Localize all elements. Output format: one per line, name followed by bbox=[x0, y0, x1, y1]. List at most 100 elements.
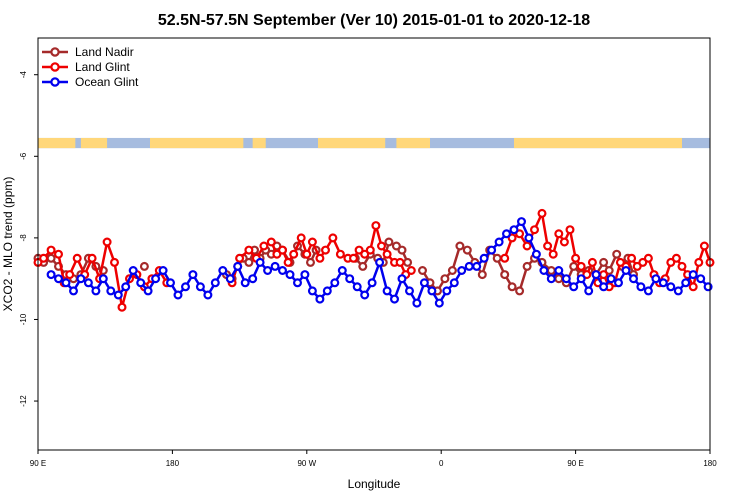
data-point bbox=[259, 241, 269, 251]
data-point bbox=[666, 282, 676, 292]
chart-title: 52.5N-57.5N September (Ver 10) 2015-01-0… bbox=[158, 12, 590, 29]
data-point bbox=[102, 237, 112, 247]
data-point bbox=[307, 237, 317, 247]
data-point bbox=[405, 286, 415, 296]
data-point bbox=[524, 233, 534, 243]
x-tick-label: 180 bbox=[166, 459, 180, 468]
data-point bbox=[218, 266, 228, 276]
data-point bbox=[248, 274, 258, 284]
data-point bbox=[591, 270, 601, 280]
data-point bbox=[53, 274, 63, 284]
data-point bbox=[464, 261, 474, 271]
data-point bbox=[554, 266, 564, 276]
data-point bbox=[677, 261, 687, 271]
data-point bbox=[671, 253, 681, 263]
data-point bbox=[278, 266, 288, 276]
data-point bbox=[345, 274, 355, 284]
data-point bbox=[354, 245, 364, 255]
data-point bbox=[487, 245, 497, 255]
data-point bbox=[406, 266, 416, 276]
data-point bbox=[449, 278, 459, 288]
data-point bbox=[515, 229, 525, 239]
data-point bbox=[696, 274, 706, 284]
x-tick-label: 90 E bbox=[30, 459, 46, 468]
map-land-patch bbox=[150, 137, 244, 149]
data-point bbox=[302, 249, 312, 259]
data-point bbox=[606, 274, 616, 284]
data-point bbox=[427, 286, 437, 296]
data-point bbox=[109, 257, 119, 267]
data-point bbox=[322, 286, 332, 296]
legend-swatch-marker bbox=[50, 47, 60, 57]
data-point bbox=[522, 261, 532, 271]
legend-item: Land Glint bbox=[42, 60, 130, 74]
legend-item: Ocean Glint bbox=[42, 75, 139, 89]
data-point bbox=[628, 274, 638, 284]
data-point bbox=[537, 208, 547, 218]
data-point bbox=[384, 237, 394, 247]
data-point bbox=[181, 282, 191, 292]
data-point bbox=[360, 249, 370, 259]
data-point bbox=[412, 298, 422, 308]
data-point bbox=[462, 245, 472, 255]
data-point bbox=[651, 274, 661, 284]
data-point bbox=[561, 274, 571, 284]
data-point bbox=[173, 290, 183, 300]
data-point bbox=[543, 241, 553, 251]
data-point bbox=[643, 286, 653, 296]
data-point bbox=[613, 278, 623, 288]
data-point bbox=[673, 286, 683, 296]
data-point bbox=[113, 290, 123, 300]
data-point bbox=[46, 245, 56, 255]
data-point bbox=[65, 270, 75, 280]
data-point bbox=[337, 266, 347, 276]
data-point bbox=[283, 257, 293, 267]
data-point bbox=[582, 270, 592, 280]
data-point bbox=[39, 253, 49, 263]
data-point bbox=[143, 286, 153, 296]
data-point bbox=[235, 253, 245, 263]
data-point bbox=[694, 257, 704, 267]
data-point bbox=[688, 270, 698, 280]
data-point bbox=[289, 249, 299, 259]
data-point bbox=[681, 278, 691, 288]
data-point bbox=[599, 282, 609, 292]
map-land-patch bbox=[396, 137, 430, 149]
data-point bbox=[391, 241, 401, 251]
data-point bbox=[447, 266, 457, 276]
legend-label: Land Nadir bbox=[75, 45, 134, 59]
data-point bbox=[255, 257, 265, 267]
data-point bbox=[367, 278, 377, 288]
x-axis-label: Longitude bbox=[348, 477, 401, 491]
data-point bbox=[604, 266, 614, 276]
data-point bbox=[293, 278, 303, 288]
data-point bbox=[502, 229, 512, 239]
data-point bbox=[272, 249, 282, 259]
data-point bbox=[306, 257, 316, 267]
data-point bbox=[699, 241, 709, 251]
data-point bbox=[477, 270, 487, 280]
data-point bbox=[509, 225, 519, 235]
x-tick-label: 180 bbox=[703, 459, 717, 468]
data-point bbox=[210, 278, 220, 288]
data-point bbox=[587, 257, 597, 267]
legend-item: Land Nadir bbox=[42, 45, 134, 59]
data-point bbox=[569, 261, 579, 271]
data-point bbox=[395, 257, 405, 267]
data-point bbox=[225, 274, 235, 284]
data-point bbox=[418, 266, 428, 276]
data-point bbox=[266, 237, 276, 247]
data-point bbox=[296, 233, 306, 243]
data-point bbox=[328, 233, 338, 243]
data-point bbox=[335, 249, 345, 259]
data-point bbox=[442, 286, 452, 296]
data-point bbox=[658, 278, 668, 288]
map-land-patch bbox=[514, 137, 682, 149]
data-point bbox=[240, 278, 250, 288]
data-point bbox=[151, 274, 161, 284]
data-point bbox=[195, 282, 205, 292]
data-point bbox=[46, 270, 56, 280]
data-point bbox=[352, 282, 362, 292]
y-tick-label: -6 bbox=[19, 152, 28, 160]
